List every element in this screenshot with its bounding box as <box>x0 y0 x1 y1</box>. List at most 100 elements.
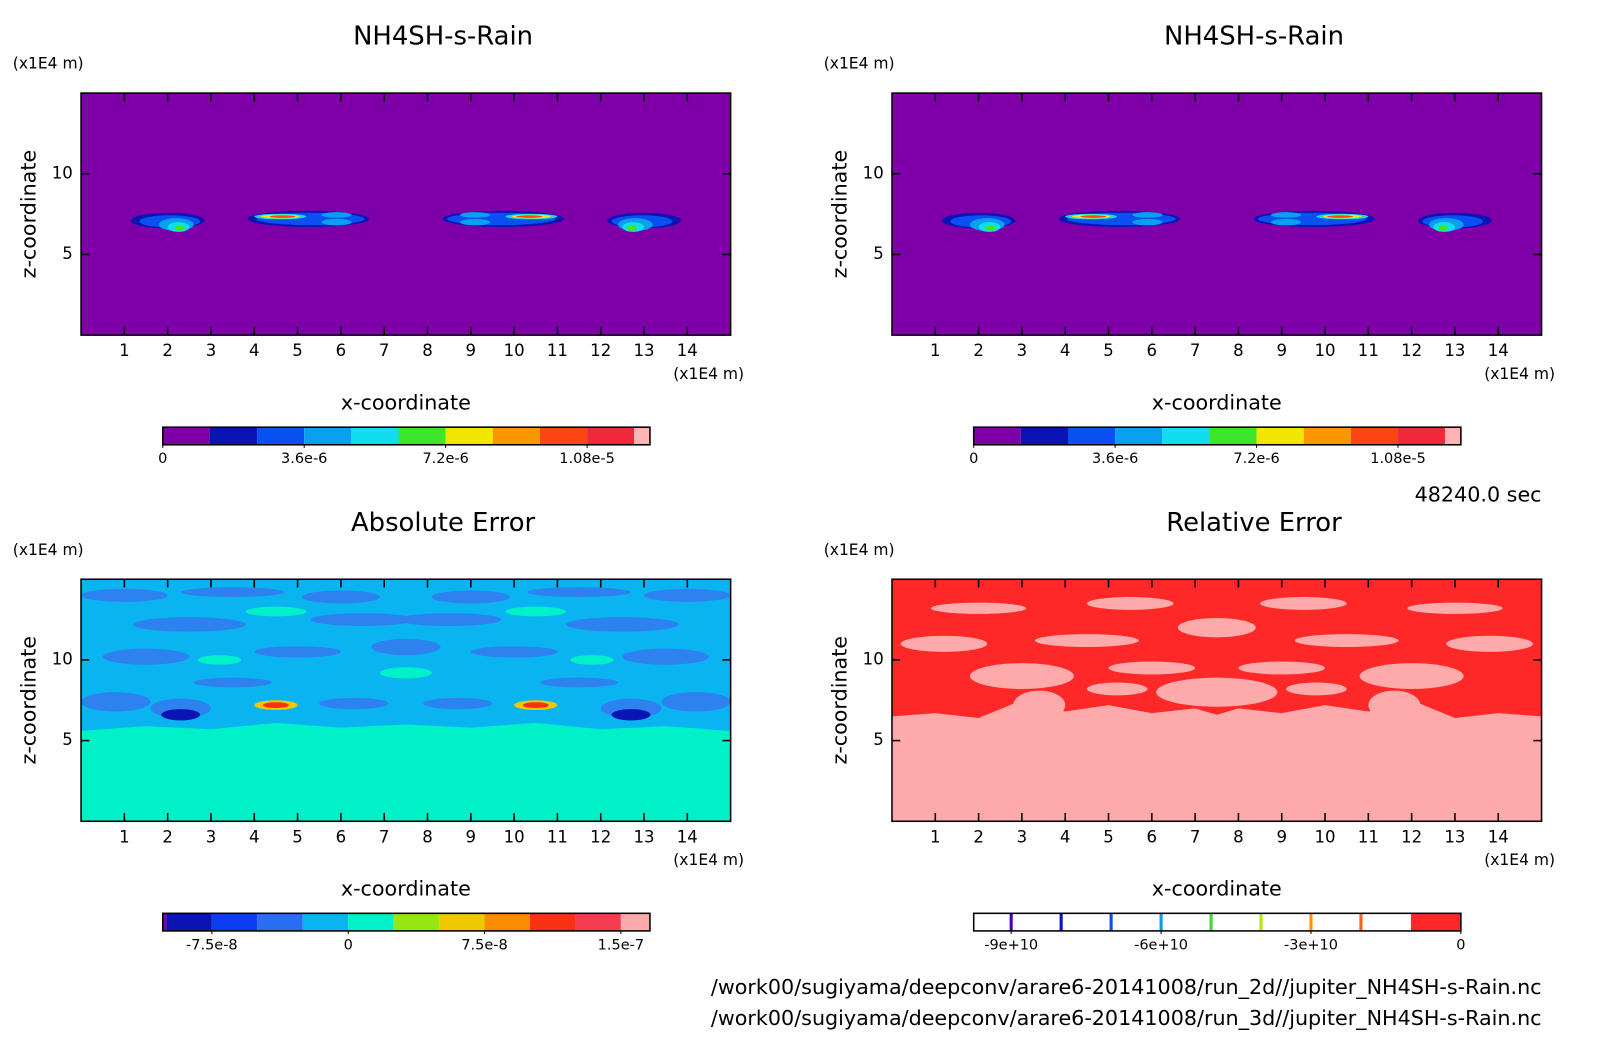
x-tick-label: 7 <box>1190 341 1201 360</box>
x-tick-label: 14 <box>1488 827 1509 846</box>
colorbar-segment <box>445 427 493 445</box>
x-tick-label: 6 <box>1147 341 1158 360</box>
colorbar-segment <box>1011 913 1062 931</box>
colorbar-tick-label: 0 <box>158 451 167 467</box>
x-tick-label: 7 <box>379 827 390 846</box>
y-axis-label: z-coordinate <box>827 150 851 279</box>
colorbar-tick-label: 3.6e-6 <box>1092 451 1138 467</box>
colorbar-segment <box>393 913 440 931</box>
colorbar-segment <box>1256 427 1304 445</box>
x-tick-label: 11 <box>1358 827 1379 846</box>
panel: NH4SH-s-Rain (x1E4 m) (x1E4 m) x-coordinate… <box>13 22 744 468</box>
colorbar-frame <box>972 912 1462 932</box>
colorbar-segment <box>1303 427 1351 445</box>
x-tick-label: 14 <box>677 341 698 360</box>
x-tick-label: 4 <box>1060 341 1071 360</box>
y-tick-label: 10 <box>863 163 884 182</box>
x-axis-label: x-coordinate <box>1152 390 1282 414</box>
panel: NH4SH-s-Rain (x1E4 m) (x1E4 m) x-coordinate… <box>824 22 1555 468</box>
chart-title: Absolute Error <box>351 508 536 538</box>
x-unit: (x1E4 m) <box>673 851 744 869</box>
colorbar-segment <box>166 913 212 931</box>
y-tick-label: 5 <box>873 244 884 263</box>
y-axis-label: z-coordinate <box>16 150 40 279</box>
x-axis-label: x-coordinate <box>341 877 471 901</box>
y-axis-label: z-coordinate <box>827 636 851 765</box>
x-tick-label: 12 <box>1401 341 1422 360</box>
colorbar-segment <box>351 427 399 445</box>
colorbar-segment <box>1310 913 1361 931</box>
x-tick-label: 12 <box>590 341 611 360</box>
colorbar-segment <box>1398 427 1446 445</box>
x-tick-label: 6 <box>1147 827 1158 846</box>
x-tick-label: 1 <box>119 341 130 360</box>
x-tick-label: 13 <box>633 341 654 360</box>
colorbar-frame <box>972 426 1462 446</box>
x-tick-label: 10 <box>504 341 525 360</box>
x-tick-label: 9 <box>1276 827 1287 846</box>
colorbar-segment <box>973 913 1012 931</box>
colorbar-tick-label: 7.2e-6 <box>422 451 468 467</box>
colorbar-segment <box>304 427 352 445</box>
y-tick-label: 10 <box>863 649 884 668</box>
colorbar-segment <box>634 427 650 445</box>
x-tick-label: 2 <box>162 341 173 360</box>
colorbar-segment <box>1067 427 1116 445</box>
x-tick-label: 5 <box>1103 827 1114 846</box>
plot-frame <box>80 578 732 823</box>
chart-title: NH4SH-s-Rain <box>1164 22 1344 52</box>
x-axis-label: x-coordinate <box>1152 877 1282 901</box>
colorbar-segment <box>209 427 258 445</box>
x-tick-label: 6 <box>336 827 347 846</box>
y-unit: (x1E4 m) <box>13 55 84 73</box>
x-axis-label: x-coordinate <box>341 390 471 414</box>
y-unit: (x1E4 m) <box>13 541 84 559</box>
colorbar-segment <box>162 427 210 445</box>
y-axis-label: z-coordinate <box>16 636 40 765</box>
x-tick-label: 1 <box>930 827 941 846</box>
x-unit: (x1E4 m) <box>673 365 744 383</box>
colorbar-tick-label: 7.5e-8 <box>461 937 507 953</box>
plot-frame <box>891 578 1543 823</box>
x-tick-label: 13 <box>1444 341 1465 360</box>
colorbar-tick-label: 0 <box>1456 937 1465 953</box>
file-path: /work00/sugiyama/deepconv/arare6-2014100… <box>711 975 1542 1000</box>
y-tick-label: 10 <box>52 163 73 182</box>
x-tick-label: 14 <box>1488 341 1509 360</box>
colorbar-frame <box>161 912 651 932</box>
colorbar-segment <box>1211 913 1262 931</box>
colorbar-segment <box>492 427 540 445</box>
x-tick-label: 3 <box>1017 827 1028 846</box>
colorbar-segment <box>257 427 305 445</box>
x-tick-label: 10 <box>1315 341 1336 360</box>
x-tick-label: 3 <box>206 341 217 360</box>
x-tick-label: 4 <box>1060 827 1071 846</box>
plot-frame <box>80 92 732 336</box>
chart-title: NH4SH-s-Rain <box>353 22 533 52</box>
x-tick-label: 3 <box>206 827 217 846</box>
colorbar-segment <box>439 913 485 931</box>
colorbar-tick-label: 1.5e-7 <box>598 937 644 953</box>
colorbar-tick-label: -9e+10 <box>984 937 1038 953</box>
time-label: 48240.0 sec <box>1415 482 1542 506</box>
plot-background <box>891 93 1542 336</box>
x-tick-label: 5 <box>292 341 303 360</box>
x-unit: (x1E4 m) <box>1484 851 1555 869</box>
colorbar-segment <box>1161 913 1212 931</box>
x-tick-label: 3 <box>1017 341 1028 360</box>
colorbar-segment <box>1115 427 1163 445</box>
y-tick-label: 10 <box>52 649 73 668</box>
colorbar-segment <box>587 427 635 445</box>
x-tick-label: 12 <box>590 827 611 846</box>
colorbar-segment <box>1111 913 1162 931</box>
colorbar-tick-label: 0 <box>969 451 978 467</box>
y-tick-label: 5 <box>873 730 884 749</box>
y-unit: (x1E4 m) <box>824 55 895 73</box>
colorbar-segment <box>539 427 588 445</box>
colorbar-tick-label: 1.08e-5 <box>559 451 615 467</box>
x-tick-label: 4 <box>249 827 260 846</box>
x-tick-label: 9 <box>1276 341 1287 360</box>
colorbar-segment <box>1360 913 1411 931</box>
x-tick-label: 10 <box>504 827 525 846</box>
